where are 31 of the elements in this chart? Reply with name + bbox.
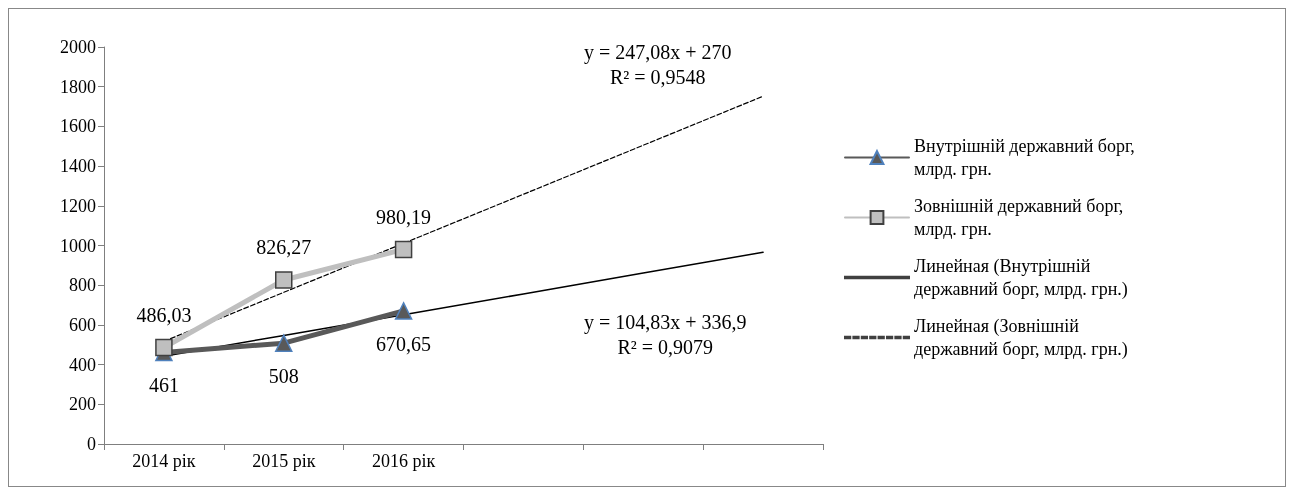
y-tick-label: 600 [69, 314, 96, 335]
annotation: y = 247,08x + 270 R² = 0,9548 [584, 40, 732, 88]
legend-label: Линейная (Внутрішній державний борг, млрд. грн.) [914, 256, 1128, 300]
data-label: 980,19 [376, 205, 432, 228]
point [394, 302, 413, 320]
legend-label: Зовнішній державний борг, млрд. грн. [914, 196, 1124, 239]
annotation: y = 104,83x + 336,9 R² = 0,9079 [584, 310, 747, 358]
point [394, 240, 413, 259]
data-label: 508 [268, 364, 299, 387]
data-label: 670,65 [376, 332, 432, 355]
y-tick-label: 1600 [60, 116, 96, 137]
data-label: 826,27 [256, 236, 312, 259]
y-tick-label: 1000 [60, 235, 96, 256]
y-tick-label: 2000 [60, 37, 96, 57]
legend-label: Внутрішній державний борг, млрд. грн. [914, 136, 1135, 179]
x-tick-label: 2014 рік [132, 451, 196, 471]
y-tick-label: 1400 [60, 156, 96, 177]
y-tick-label: 800 [69, 275, 96, 296]
x-tick-label: 2015 рік [252, 451, 316, 471]
point [275, 334, 293, 352]
point [155, 338, 173, 357]
y-tick-label: 200 [69, 394, 96, 415]
data-label: 486,03 [136, 303, 192, 326]
point [275, 271, 293, 289]
y-tick-label: 400 [69, 354, 96, 375]
data-label: 461 [148, 374, 179, 397]
x-tick-label: 2016 рік [371, 451, 436, 471]
legend-label: Линейная (Зовнішній державний борг, млрд. грн.) [914, 316, 1128, 360]
y-tick-label: 0 [87, 434, 96, 454]
y-tick-label: 1800 [60, 76, 96, 97]
y-tick-label: 1200 [60, 195, 96, 216]
